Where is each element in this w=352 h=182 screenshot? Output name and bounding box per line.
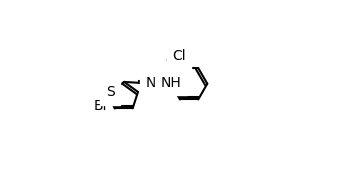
Text: Cl: Cl bbox=[172, 49, 186, 63]
Text: N: N bbox=[145, 76, 156, 90]
Text: S: S bbox=[106, 85, 115, 99]
Text: NH: NH bbox=[161, 76, 181, 90]
Text: Br: Br bbox=[94, 99, 109, 113]
Text: O: O bbox=[165, 54, 176, 68]
